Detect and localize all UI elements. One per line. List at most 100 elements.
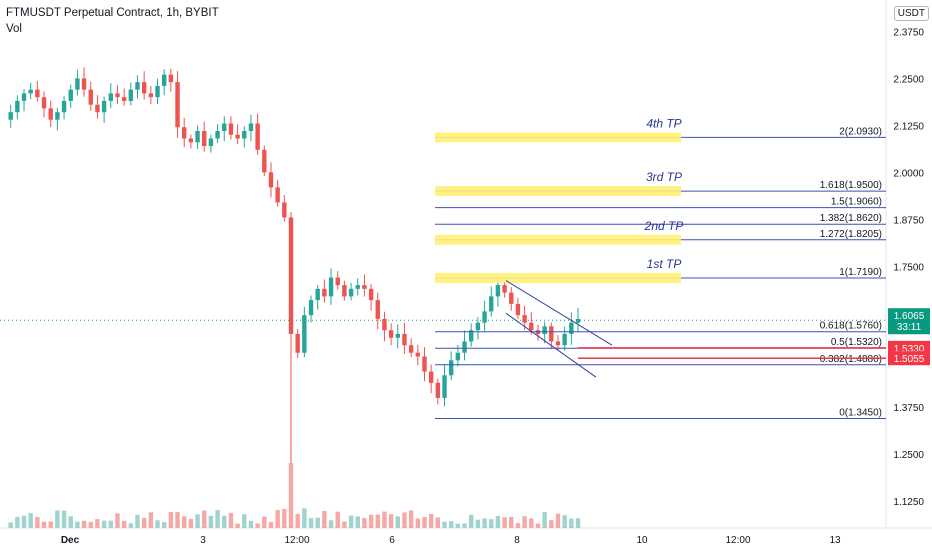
candle-body [101, 100, 107, 113]
candle-body [128, 89, 134, 101]
time-tick-label: 3 [200, 535, 206, 546]
candle-body [295, 333, 300, 353]
candle-body [121, 97, 127, 101]
candle-body [462, 341, 467, 353]
candle-body [75, 78, 80, 90]
candle-body [408, 345, 414, 353]
volume-bar [235, 523, 240, 528]
candle-body [288, 217, 294, 334]
price-tick-label: 2.0000 [893, 168, 924, 179]
volume-bar [101, 520, 107, 528]
candle-body [21, 93, 27, 101]
volume-bar [255, 523, 260, 528]
volume-bar [48, 521, 53, 528]
channel-lower-line [505, 312, 597, 378]
price-tick-label: 1.1250 [893, 497, 924, 508]
target-label: 2nd TP [644, 219, 684, 233]
candle-body [15, 100, 20, 113]
price-tick-label: 2.2500 [893, 74, 924, 85]
candle-body [222, 123, 227, 131]
candle-body [489, 296, 494, 312]
volume-indicator-label[interactable]: Vol [6, 23, 22, 35]
volume-bar [242, 514, 247, 528]
volume-bar [208, 515, 214, 528]
candle-body [348, 288, 354, 297]
fib-level-label: 0(1.3450) [839, 408, 882, 419]
candle-body [482, 311, 487, 323]
candle-body [208, 138, 214, 147]
candle-body [448, 360, 454, 376]
volume-bar [535, 523, 541, 528]
candle-body [522, 315, 527, 323]
candle-body [195, 130, 200, 143]
red-level-value: 1.5330 [894, 344, 925, 355]
volume-bar [268, 521, 274, 528]
candle-body [502, 285, 507, 293]
symbol-title: FTMUSDT Perpetual Contract, 1h, BYBIT [6, 7, 219, 19]
candle-body [509, 292, 514, 304]
candle-body [61, 100, 67, 113]
target-highlight [435, 132, 681, 143]
bar-countdown: 33:11 [897, 322, 922, 333]
time-tick-label: 6 [389, 535, 395, 546]
candle-body [515, 303, 521, 316]
fib-level-label: 1.618(1.9500) [820, 180, 882, 191]
target-highlight [435, 234, 681, 245]
candle-body [81, 78, 87, 90]
candle-body [175, 82, 180, 128]
fib-level-label: 1.5(1.9060) [831, 197, 882, 208]
volume-bar [262, 516, 267, 528]
fib-level-label: 0.618(1.5760) [820, 321, 882, 332]
volume-bar [335, 511, 340, 528]
volume-bar [469, 514, 474, 528]
volume-bar [108, 520, 113, 528]
currency-badge[interactable]: USDT [893, 6, 929, 21]
volume-bar [569, 518, 574, 528]
candle-body [282, 202, 287, 218]
candle-body [8, 112, 13, 120]
volume-bar [375, 514, 380, 528]
candle-body [402, 333, 407, 346]
candle-body [28, 89, 33, 94]
target-label: 4th TP [646, 116, 681, 130]
candle-body [428, 371, 434, 383]
volume-bar [35, 517, 40, 528]
volume-bar [355, 516, 360, 528]
candle-body [375, 300, 380, 319]
candle-body [469, 330, 474, 342]
volume-bar [348, 515, 354, 528]
target-label: 3rd TP [646, 170, 682, 184]
volume-bar [522, 516, 527, 528]
candle-body [308, 300, 314, 316]
candle-body [95, 104, 100, 113]
candle-body [555, 341, 561, 346]
volume-bar [495, 516, 501, 528]
candle-body [362, 285, 367, 289]
candle-body [388, 330, 394, 338]
candle-body [268, 172, 274, 188]
volume-bar [248, 520, 254, 528]
time-tick-label: 13 [829, 535, 841, 546]
time-tick-label: 12:00 [725, 535, 750, 546]
target-highlight [435, 186, 681, 197]
candle-body [382, 318, 387, 331]
price-tick-label: 2.3750 [893, 27, 924, 38]
candle-body [188, 138, 194, 143]
fib-level-label: 1.382(1.8620) [820, 213, 882, 224]
volume-bar [515, 523, 521, 528]
candle-body [141, 82, 147, 94]
time-tick-label: Dec [61, 535, 80, 546]
candle-body [242, 130, 247, 139]
fib-level-label: 1(1.7190) [839, 267, 882, 278]
volume-bar [61, 510, 67, 528]
candle-body [255, 123, 260, 150]
volume-bar [8, 522, 13, 528]
candle-body [68, 89, 73, 101]
volume-bar [222, 515, 227, 528]
volume-bar [382, 511, 387, 528]
volume-bar [562, 515, 567, 528]
volume-bar [555, 513, 561, 528]
candle-body [395, 333, 400, 338]
volume-bar [155, 520, 160, 528]
